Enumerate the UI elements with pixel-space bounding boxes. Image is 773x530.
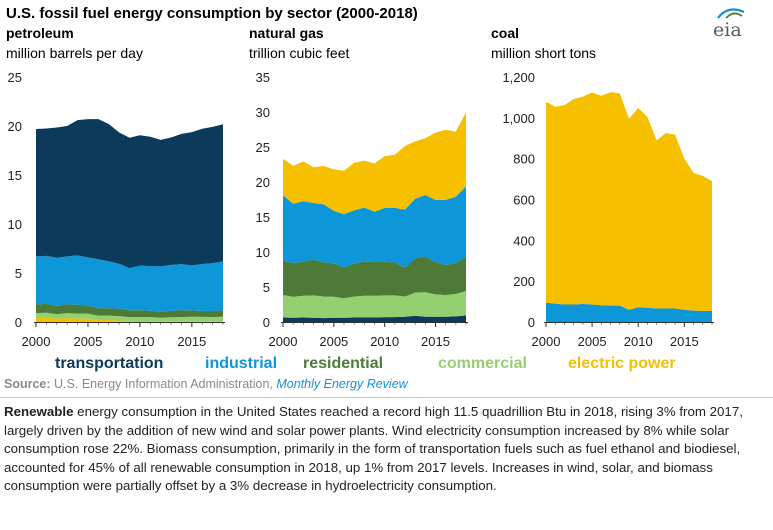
area-natural-gas-residential [283, 256, 466, 299]
area-natural-gas-electric-power [283, 112, 466, 215]
y-tick-label: 15 [256, 210, 270, 225]
legend-residential: residential [303, 355, 384, 372]
legend-commercial: commercial [438, 355, 527, 372]
area-natural-gas-transportation [283, 315, 466, 322]
x-tick-label: 2000 [269, 334, 298, 349]
note-paragraph: Renewable energy consumption in the Unit… [4, 403, 770, 496]
source-line: Source: U.S. Energy Information Administ… [4, 377, 408, 391]
y-tick-label: 200 [513, 274, 535, 289]
y-tick-label: 25 [256, 140, 270, 155]
y-tick-label: 5 [15, 266, 22, 281]
y-tick-label: 30 [256, 105, 270, 120]
x-tick-label: 2015 [670, 334, 699, 349]
y-tick-label: 400 [513, 233, 535, 248]
y-tick-label: 20 [256, 175, 270, 190]
legend-industrial: industrial [205, 355, 278, 372]
y-tick-label: 1,000 [502, 111, 535, 126]
panel-unit-petroleum: million barrels per day [6, 45, 143, 61]
legend-electric-power: electric power [568, 355, 676, 372]
area-petroleum-commercial [36, 312, 223, 322]
area-natural-gas-commercial [283, 290, 466, 319]
logo-text: eia [713, 19, 742, 40]
logo-swoosh-icon [717, 8, 745, 19]
eia-logo: eia [713, 8, 745, 40]
panel-unit-coal: million short tons [491, 45, 597, 61]
x-tick-label: 2000 [22, 334, 51, 349]
panel-title-petroleum: petroleum [6, 25, 74, 41]
y-tick-label: 25 [8, 70, 22, 85]
panel-title-coal: coal [491, 25, 520, 41]
y-tick-label: 800 [513, 152, 535, 167]
note-text: energy consumption in the United States … [4, 404, 743, 494]
x-tick-label: 2010 [125, 334, 154, 349]
x-tick-label: 2015 [421, 334, 450, 349]
source-text: U.S. Energy Information Administration, [54, 377, 273, 391]
y-tick-label: 35 [256, 70, 270, 85]
panel-title-natural-gas: natural gas [249, 25, 324, 41]
x-tick-label: 2005 [319, 334, 348, 349]
area-natural-gas-industrial [283, 186, 466, 268]
x-tick-label: 2005 [578, 334, 607, 349]
area-coal-industrial [546, 302, 712, 322]
x-tick-label: 2005 [73, 334, 102, 349]
y-tick-label: 10 [256, 245, 270, 260]
panel-unit-natural-gas: trillion cubic feet [249, 45, 350, 61]
chart-petroleum: 0 5 10 15 20 25 2000 2005 2010 2015 [8, 70, 225, 349]
chart-title: U.S. fossil fuel energy consumption by s… [6, 5, 418, 22]
source-label: Source: [4, 377, 51, 391]
x-tick-label: 2015 [177, 334, 206, 349]
divider [0, 397, 773, 398]
y-tick-label: 20 [8, 119, 22, 134]
legend-transportation: transportation [55, 355, 164, 372]
area-coal-electric-power [546, 92, 712, 311]
x-tick-label: 2010 [370, 334, 399, 349]
y-tick-label: 10 [8, 217, 22, 232]
y-tick-label: 0 [528, 315, 535, 330]
area-petroleum-industrial [36, 255, 223, 312]
x-tick-label: 2010 [624, 334, 653, 349]
y-tick-label: 5 [263, 280, 270, 295]
y-tick-label: 0 [263, 315, 270, 330]
y-tick-label: 0 [15, 315, 22, 330]
source-publication-link[interactable]: Monthly Energy Review [276, 377, 408, 391]
x-tick-label: 2000 [532, 334, 561, 349]
note-lead: Renewable [4, 404, 74, 419]
chart-coal: 0 200 400 600 800 1,000 1,200 2000 2005 2010 2015 [502, 70, 714, 349]
area-petroleum-electric-power [36, 317, 223, 322]
chart-natural-gas: 0 5 10 15 20 25 30 35 2000 2005 2010 2015 [256, 70, 468, 349]
y-tick-label: 15 [8, 168, 22, 183]
y-tick-label: 600 [513, 193, 535, 208]
y-tick-label: 1,200 [502, 70, 535, 85]
area-petroleum-transportation [36, 119, 223, 269]
area-petroleum-residential [36, 303, 223, 318]
